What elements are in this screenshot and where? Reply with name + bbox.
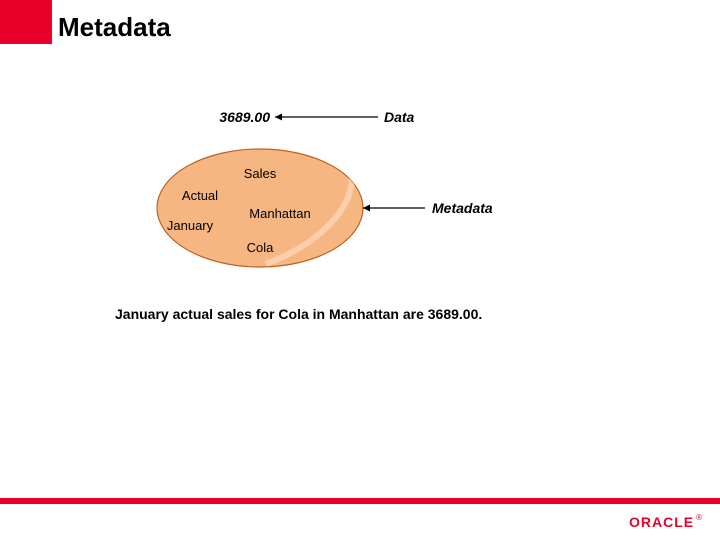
- metadata-label-text: Metadata: [432, 200, 493, 216]
- data-label-text: Data: [384, 109, 415, 125]
- member-sales: Sales: [244, 166, 277, 181]
- oracle-logo: ORACLE ®: [629, 514, 702, 530]
- metadata-ellipse: [148, 118, 371, 290]
- member-january: January: [167, 218, 214, 233]
- oracle-logo-text: ORACLE: [629, 514, 694, 530]
- metadata-diagram: Sales Actual Manhattan January Cola 3689…: [140, 100, 570, 290]
- member-actual: Actual: [182, 188, 218, 203]
- brand-red-block: [0, 0, 52, 44]
- footer-bar: [0, 498, 720, 504]
- slide-title: Metadata: [58, 12, 171, 43]
- slide: Metadata Sales Actual Manhattan January …: [0, 0, 720, 540]
- member-cola: Cola: [247, 240, 275, 255]
- oracle-logo-registered: ®: [696, 513, 702, 522]
- data-value-text: 3689.00: [219, 109, 270, 125]
- member-manhattan: Manhattan: [249, 206, 310, 221]
- caption-text: January actual sales for Cola in Manhatt…: [115, 306, 595, 322]
